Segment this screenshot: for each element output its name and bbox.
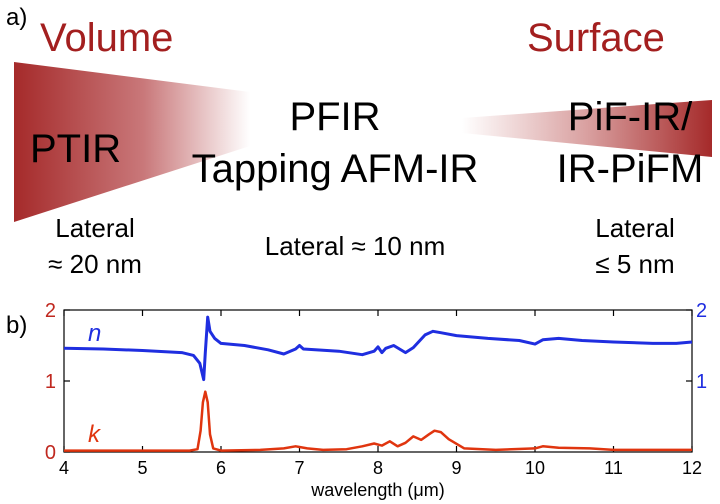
pif-ir-label: PiF-IR/ [567, 95, 693, 139]
x-tick-label: 12 [682, 458, 702, 478]
x-tick-label: 9 [451, 458, 461, 478]
pfir-resolution: Lateral ≈ 10 nm [264, 231, 446, 261]
plot-frame [63, 309, 693, 453]
x-tick-label: 4 [59, 458, 69, 478]
volume-title: Volume [40, 16, 174, 60]
ptir-resolution-line2: ≈ 20 nm [48, 249, 142, 279]
surface-wedge [462, 100, 712, 157]
ir-pifm-label: IR-PiFM [556, 147, 704, 191]
n-series-label: n [88, 320, 101, 347]
depth-wedges [14, 62, 712, 222]
x-tick-label: 6 [216, 458, 226, 478]
tapping-afm-ir-label: Tapping AFM-IR [191, 147, 479, 191]
x-tick-label: 11 [604, 458, 623, 478]
ptir-resolution-line1: Lateral [55, 213, 135, 243]
y-right-tick-label: 1 [696, 371, 707, 393]
panel-b-label: b) [6, 312, 28, 339]
y-left-tick-label: 0 [45, 442, 56, 464]
x-tick-label: 5 [137, 458, 147, 478]
x-axis-label: wavelength (μm) [310, 480, 444, 500]
y-left-tick-label: 1 [45, 371, 56, 393]
y-left-tick-label: 2 [45, 300, 56, 322]
x-tick-label: 8 [373, 458, 383, 478]
n-series-line [63, 315, 693, 382]
volume-wedge [14, 62, 250, 222]
pfir-label: PFIR [289, 95, 381, 139]
x-tick-label: 7 [294, 458, 304, 478]
y-right-tick-label: 2 [696, 300, 707, 322]
x-tick-label: 10 [525, 458, 545, 478]
k-series-line [64, 390, 692, 452]
ptir-label: PTIR [30, 127, 122, 171]
surface-title: Surface [527, 16, 665, 60]
k-series-label: k [88, 421, 102, 448]
pifm-resolution-line1: Lateral [595, 213, 675, 243]
panel-a-label: a) [6, 4, 28, 31]
pifm-resolution-line2: ≤ 5 nm [595, 249, 675, 279]
